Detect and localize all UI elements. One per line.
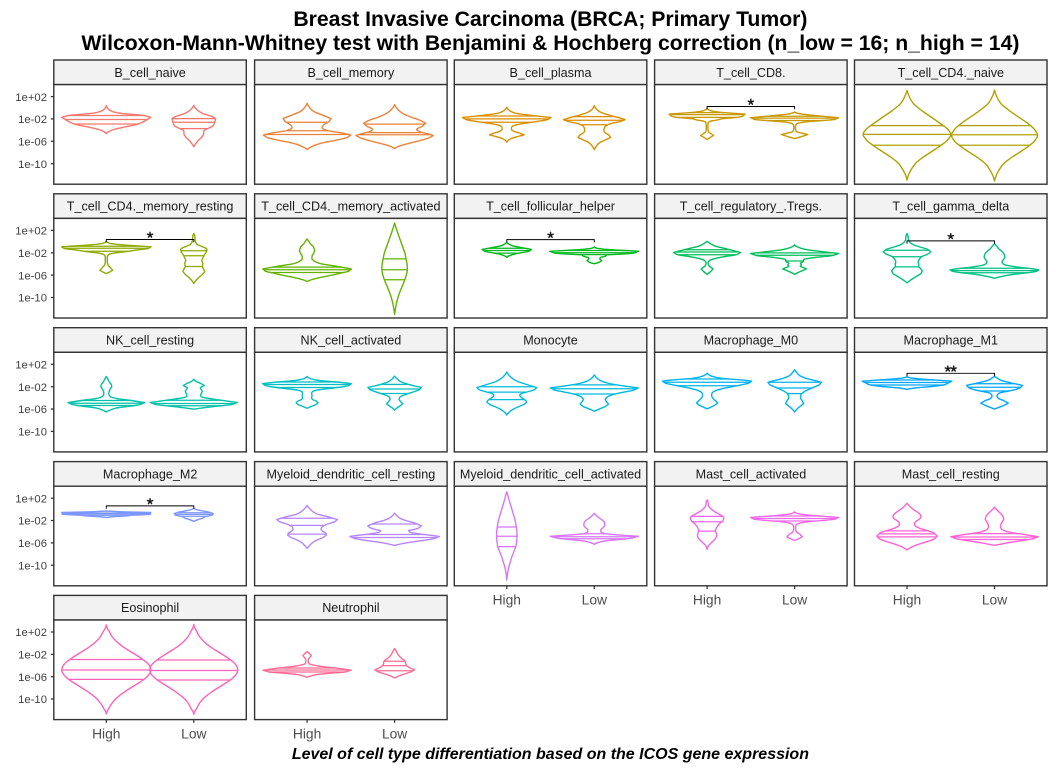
svg-text:Low: Low	[982, 593, 1007, 608]
svg-text:Neutrophil: Neutrophil	[322, 601, 379, 615]
svg-text:T_cell_CD4._naive: T_cell_CD4._naive	[898, 66, 1004, 80]
svg-text:Myeloid_dendritic_cell_activat: Myeloid_dendritic_cell_activated	[460, 467, 641, 481]
svg-text:B_cell_memory: B_cell_memory	[308, 66, 395, 80]
svg-text:1e-06: 1e-06	[18, 404, 47, 416]
svg-text:Eosinophil: Eosinophil	[121, 601, 179, 615]
svg-text:Macrophage_M2: Macrophage_M2	[103, 467, 198, 481]
svg-text:High: High	[293, 727, 321, 742]
svg-text:1e-10: 1e-10	[18, 694, 47, 706]
svg-text:High: High	[92, 727, 120, 742]
svg-text:1e-06: 1e-06	[18, 270, 47, 282]
svg-text:1e-02: 1e-02	[18, 516, 47, 528]
svg-text:Myeloid_dendritic_cell_resting: Myeloid_dendritic_cell_resting	[267, 467, 436, 481]
svg-text:Low: Low	[382, 727, 407, 742]
svg-text:B_cell_plasma: B_cell_plasma	[510, 66, 592, 80]
svg-text:Level of cell type differentia: Level of cell type differentiation based…	[292, 746, 809, 763]
svg-text:1e-02: 1e-02	[18, 382, 47, 394]
svg-text:Mast_cell_activated: Mast_cell_activated	[696, 467, 807, 481]
svg-text:T_cell_gamma_delta: T_cell_gamma_delta	[892, 200, 1009, 214]
svg-text:T_cell_CD4._memory_resting: T_cell_CD4._memory_resting	[67, 200, 234, 214]
svg-text:NK_cell_resting: NK_cell_resting	[106, 334, 194, 348]
svg-text:Low: Low	[181, 727, 206, 742]
svg-text:Macrophage_M0: Macrophage_M0	[704, 334, 799, 348]
svg-text:Low: Low	[782, 593, 807, 608]
svg-text:T_cell_CD8.: T_cell_CD8.	[716, 66, 785, 80]
svg-text:1e-10: 1e-10	[18, 427, 47, 439]
svg-text:1e-10: 1e-10	[18, 560, 47, 572]
svg-text:1e+02: 1e+02	[15, 360, 47, 372]
svg-text:Macrophage_M1: Macrophage_M1	[904, 334, 999, 348]
svg-text:1e+02: 1e+02	[15, 493, 47, 505]
svg-text:1e-06: 1e-06	[18, 672, 47, 684]
svg-text:1e+02: 1e+02	[15, 226, 47, 238]
svg-text:1e-02: 1e-02	[18, 114, 47, 126]
svg-text:T_cell_regulatory_.Tregs.: T_cell_regulatory_.Tregs.	[680, 200, 822, 214]
svg-text:1e-10: 1e-10	[18, 293, 47, 305]
svg-text:1e-10: 1e-10	[18, 159, 47, 171]
svg-text:Mast_cell_resting: Mast_cell_resting	[902, 467, 1000, 481]
svg-text:1e-06: 1e-06	[18, 137, 47, 149]
svg-text:High: High	[493, 593, 521, 608]
svg-text:1e-02: 1e-02	[18, 248, 47, 260]
svg-text:1e-02: 1e-02	[18, 650, 47, 662]
svg-text:Wilcoxon-Mann-Whitney test wit: Wilcoxon-Mann-Whitney test with Benjamin…	[81, 32, 1019, 55]
svg-text:Breast Invasive Carcinoma (BRC: Breast Invasive Carcinoma (BRCA; Primary…	[293, 8, 807, 31]
svg-text:1e+02: 1e+02	[15, 92, 47, 104]
svg-text:1e-06: 1e-06	[18, 538, 47, 550]
svg-text:T_cell_CD4._memory_activated: T_cell_CD4._memory_activated	[261, 200, 440, 214]
svg-text:High: High	[693, 593, 721, 608]
svg-text:NK_cell_activated: NK_cell_activated	[300, 334, 401, 348]
svg-text:1e+02: 1e+02	[15, 627, 47, 639]
svg-text:Monocyte: Monocyte	[523, 334, 578, 348]
svg-text:B_cell_naive: B_cell_naive	[114, 66, 185, 80]
svg-text:High: High	[893, 593, 921, 608]
svg-text:Low: Low	[582, 593, 607, 608]
svg-text:T_cell_follicular_helper: T_cell_follicular_helper	[486, 200, 615, 214]
